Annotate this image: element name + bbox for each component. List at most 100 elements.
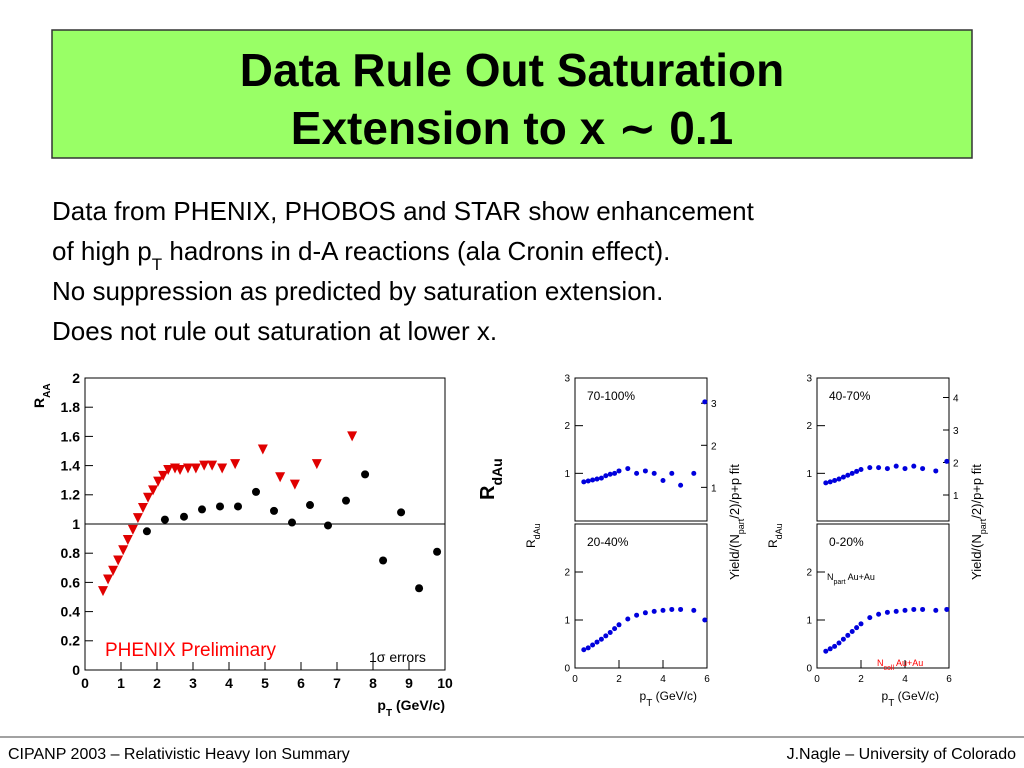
y-tick-label: 1 bbox=[806, 616, 812, 627]
marker bbox=[217, 463, 228, 474]
x-label-sub: T bbox=[888, 698, 894, 709]
x-label-sub: T bbox=[386, 708, 392, 719]
marker bbox=[306, 501, 314, 510]
annotation-rest: Au+Au bbox=[846, 572, 875, 582]
body-line-main: No suppression as predicted by saturatio… bbox=[52, 276, 663, 306]
y2-label: Yield/(Npart/2)/p+p fit bbox=[969, 464, 988, 580]
y-label-main: R bbox=[31, 398, 47, 408]
x-label-rest: (GeV/c) bbox=[652, 689, 697, 703]
marker bbox=[142, 527, 151, 536]
x-label-sub: T bbox=[646, 698, 652, 709]
title-box bbox=[51, 29, 973, 159]
marker bbox=[585, 645, 591, 651]
marker bbox=[854, 468, 860, 474]
marker bbox=[137, 502, 148, 513]
marker bbox=[207, 460, 218, 471]
marker bbox=[691, 470, 697, 476]
y-tick-label: 0.8 bbox=[61, 545, 81, 561]
marker bbox=[158, 470, 169, 481]
marker bbox=[216, 502, 224, 511]
big-y-label-main: R bbox=[477, 485, 499, 500]
x-tick-label: 9 bbox=[405, 675, 413, 691]
marker bbox=[275, 472, 286, 483]
marker bbox=[118, 545, 129, 556]
marker bbox=[230, 459, 241, 470]
marker bbox=[257, 444, 268, 455]
x-tick-label: 3 bbox=[189, 675, 197, 691]
marker bbox=[581, 647, 587, 653]
marker bbox=[153, 476, 164, 487]
plot-frame bbox=[574, 377, 708, 522]
marker bbox=[433, 547, 442, 556]
marker bbox=[840, 474, 846, 480]
annotation-rest: Au+Au bbox=[894, 658, 923, 668]
y2-label: Yield/(Npart/2)/p+p fit bbox=[727, 464, 746, 580]
annotation-sub: coll bbox=[884, 665, 895, 672]
marker bbox=[594, 639, 600, 645]
y-label-sub: AA bbox=[42, 383, 53, 397]
marker bbox=[252, 487, 260, 496]
marker bbox=[590, 477, 596, 483]
x-label-main: p bbox=[377, 697, 386, 713]
y2-label-main: Yield/(N bbox=[727, 534, 742, 580]
y-tick-label: 1.8 bbox=[61, 399, 81, 415]
panel-title: 0-20% bbox=[829, 535, 864, 549]
y2-tick-label: 3 bbox=[711, 399, 717, 410]
body-line-main: Data from PHENIX, PHOBOS and STAR show e… bbox=[52, 196, 755, 226]
marker bbox=[944, 458, 950, 464]
annotation: Ncoll Au+Au bbox=[877, 658, 923, 672]
y-tick-label: 2 bbox=[806, 421, 812, 432]
marker bbox=[849, 629, 855, 635]
marker bbox=[651, 470, 657, 476]
y2-tick-label: 3 bbox=[953, 426, 959, 437]
marker bbox=[148, 485, 159, 496]
annotation: PHENIX Preliminary bbox=[105, 640, 277, 661]
x-tick-label: 4 bbox=[902, 674, 908, 685]
x-tick-label: 2 bbox=[858, 674, 864, 685]
marker bbox=[113, 555, 124, 566]
y-label-sub: dAu bbox=[774, 523, 784, 539]
marker bbox=[832, 643, 838, 649]
marker bbox=[198, 505, 206, 514]
x-label: pT (GeV/c) bbox=[640, 689, 697, 709]
marker bbox=[616, 468, 622, 474]
marker bbox=[832, 477, 838, 483]
marker bbox=[876, 465, 882, 471]
y-tick-label: 2 bbox=[806, 568, 812, 579]
marker bbox=[911, 463, 917, 469]
y-tick-label: 1 bbox=[806, 469, 812, 480]
y-label-sub: dAu bbox=[532, 523, 542, 539]
marker bbox=[598, 475, 604, 481]
marker bbox=[612, 626, 618, 632]
annotation-main: N bbox=[877, 658, 884, 668]
marker bbox=[933, 607, 939, 613]
marker bbox=[642, 468, 648, 474]
y-tick-label: 1 bbox=[564, 469, 570, 480]
marker bbox=[893, 463, 899, 469]
plot-frame bbox=[816, 523, 950, 669]
marker bbox=[342, 496, 350, 505]
x-label: pT (GeV/c) bbox=[882, 689, 939, 709]
marker bbox=[581, 479, 587, 485]
marker bbox=[669, 470, 675, 476]
body-line: Does not rule out saturation at lower x. bbox=[52, 316, 497, 346]
y-tick-label: 3 bbox=[564, 374, 570, 385]
marker bbox=[858, 621, 864, 627]
marker bbox=[625, 466, 631, 472]
marker bbox=[347, 431, 358, 442]
y2-label-sub: part bbox=[736, 518, 746, 534]
x-tick-label: 0 bbox=[81, 675, 89, 691]
annotation: 1σ errors bbox=[369, 649, 426, 665]
body-line-main: of high p bbox=[52, 236, 152, 266]
y2-tick-label: 2 bbox=[953, 459, 959, 470]
body-line: No suppression as predicted by saturatio… bbox=[52, 276, 663, 306]
marker bbox=[920, 466, 926, 472]
body-line-rest: hadrons in d-A reactions (ala Cronin eff… bbox=[162, 236, 670, 266]
marker bbox=[884, 466, 890, 472]
y-label-main: R bbox=[524, 539, 538, 548]
marker bbox=[122, 535, 133, 546]
y-tick-label: 1.2 bbox=[61, 487, 81, 503]
marker bbox=[175, 464, 186, 475]
x-tick-label: 8 bbox=[369, 675, 377, 691]
